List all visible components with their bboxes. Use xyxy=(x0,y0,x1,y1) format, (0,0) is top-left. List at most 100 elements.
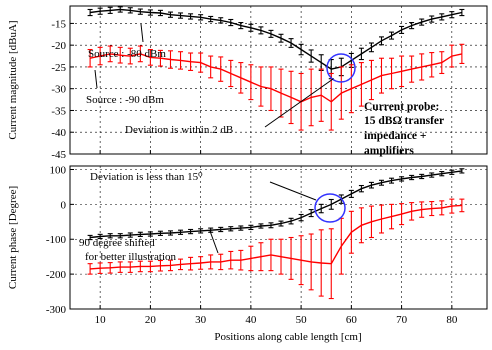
annotation-probe-line2: 15 dBΩ transfer xyxy=(364,115,444,127)
annotation-deviation-15: Deviation is less than 15⁰ xyxy=(90,171,203,183)
annotation-shift-line2: for better illustration xyxy=(85,251,177,263)
error-bar xyxy=(358,184,364,193)
error-bar xyxy=(127,261,133,273)
error-bar xyxy=(338,66,344,120)
error-bar xyxy=(278,220,284,227)
error-bar xyxy=(268,222,274,229)
error-bar xyxy=(288,70,294,125)
y-tick-label: -20 xyxy=(51,40,66,52)
arrow-deviation-15 xyxy=(269,181,317,201)
y-tick-label: -30 xyxy=(51,84,66,96)
error-bar xyxy=(178,229,184,235)
error-bar xyxy=(87,8,93,17)
annotation-deviation-2db: Deviation is within 2 dB xyxy=(125,124,233,136)
error-bar xyxy=(348,189,354,198)
error-bar xyxy=(198,14,204,21)
error-bar xyxy=(419,173,425,180)
series-line xyxy=(90,170,462,239)
error-bar xyxy=(178,258,184,271)
y-tick-label: -45 xyxy=(51,149,66,161)
error-bar xyxy=(248,224,254,231)
error-bar xyxy=(208,15,214,23)
y-tick-label: -100 xyxy=(46,234,67,246)
error-bar xyxy=(157,259,163,272)
error-bar xyxy=(258,66,264,107)
error-bar xyxy=(157,230,163,236)
error-bar xyxy=(308,233,314,291)
error-bar xyxy=(238,21,244,30)
error-bar xyxy=(378,57,384,94)
error-bar xyxy=(198,52,204,73)
error-bar xyxy=(318,229,324,297)
x-tick-label: 50 xyxy=(296,314,308,326)
error-bar xyxy=(419,201,425,218)
x-tick-label: 80 xyxy=(446,314,458,326)
error-bar xyxy=(429,52,435,78)
error-bar xyxy=(368,181,374,189)
error-bar xyxy=(449,169,455,175)
error-bar xyxy=(178,51,184,70)
error-bar xyxy=(288,236,294,280)
top-annotations: Source : -80 dBm Source : -90 dBm Deviat… xyxy=(86,23,444,157)
deviation-circle-top xyxy=(326,53,356,83)
error-bar xyxy=(258,242,264,272)
error-bar xyxy=(429,15,435,23)
error-bar xyxy=(117,261,123,273)
error-bar xyxy=(188,228,194,235)
error-bar xyxy=(318,54,324,71)
arrow-source-80 xyxy=(140,23,144,43)
error-bar xyxy=(188,52,194,71)
error-bar xyxy=(288,217,294,225)
error-bar xyxy=(419,53,425,81)
annotation-probe-line3: impedance + xyxy=(364,130,426,142)
error-bar xyxy=(238,225,244,231)
error-bar xyxy=(258,223,264,229)
error-bar xyxy=(409,174,415,181)
series-line xyxy=(90,8,463,70)
error-bar xyxy=(288,38,294,48)
error-bar xyxy=(258,26,264,35)
error-bar xyxy=(389,31,395,40)
error-bar xyxy=(87,234,93,241)
error-bar xyxy=(167,259,173,272)
error-bar xyxy=(248,23,254,32)
error-bar xyxy=(208,254,214,270)
error-bar xyxy=(248,245,254,272)
error-bar xyxy=(459,198,465,213)
error-bar xyxy=(218,17,224,24)
error-bar xyxy=(107,45,113,63)
error-bar xyxy=(87,48,93,68)
arrow-shift-90 xyxy=(209,230,219,254)
error-bar xyxy=(147,48,153,66)
error-bar xyxy=(137,231,143,238)
series-1 xyxy=(87,43,465,131)
bottom-panel-y-axis-label: Current phase [Degree] xyxy=(7,186,19,289)
error-bar xyxy=(188,13,194,20)
error-bar xyxy=(389,203,395,230)
error-bar xyxy=(238,62,244,94)
error-bar xyxy=(308,209,314,218)
error-bar xyxy=(268,66,274,112)
error-bar xyxy=(439,200,445,216)
x-tick-label: 30 xyxy=(195,314,207,326)
error-bar xyxy=(238,249,244,271)
error-bar xyxy=(87,263,93,275)
error-bar xyxy=(137,45,143,63)
series-line xyxy=(89,53,463,103)
error-bar xyxy=(198,256,204,270)
x-tick-label: 70 xyxy=(396,314,408,326)
error-bar xyxy=(127,7,133,14)
error-bar xyxy=(218,253,224,271)
top-panel-series xyxy=(87,6,465,131)
x-axis-label: Positions along cable length [cm] xyxy=(214,331,361,343)
arrow-source-90 xyxy=(94,69,98,89)
error-bar xyxy=(117,233,123,239)
y-tick-label: -35 xyxy=(51,105,66,117)
series-0 xyxy=(87,6,465,80)
error-bar xyxy=(328,198,334,210)
error-bar xyxy=(97,262,103,274)
error-bar xyxy=(368,42,374,53)
y-tick-label: -25 xyxy=(51,62,66,74)
y-tick-label: -15 xyxy=(51,18,66,30)
